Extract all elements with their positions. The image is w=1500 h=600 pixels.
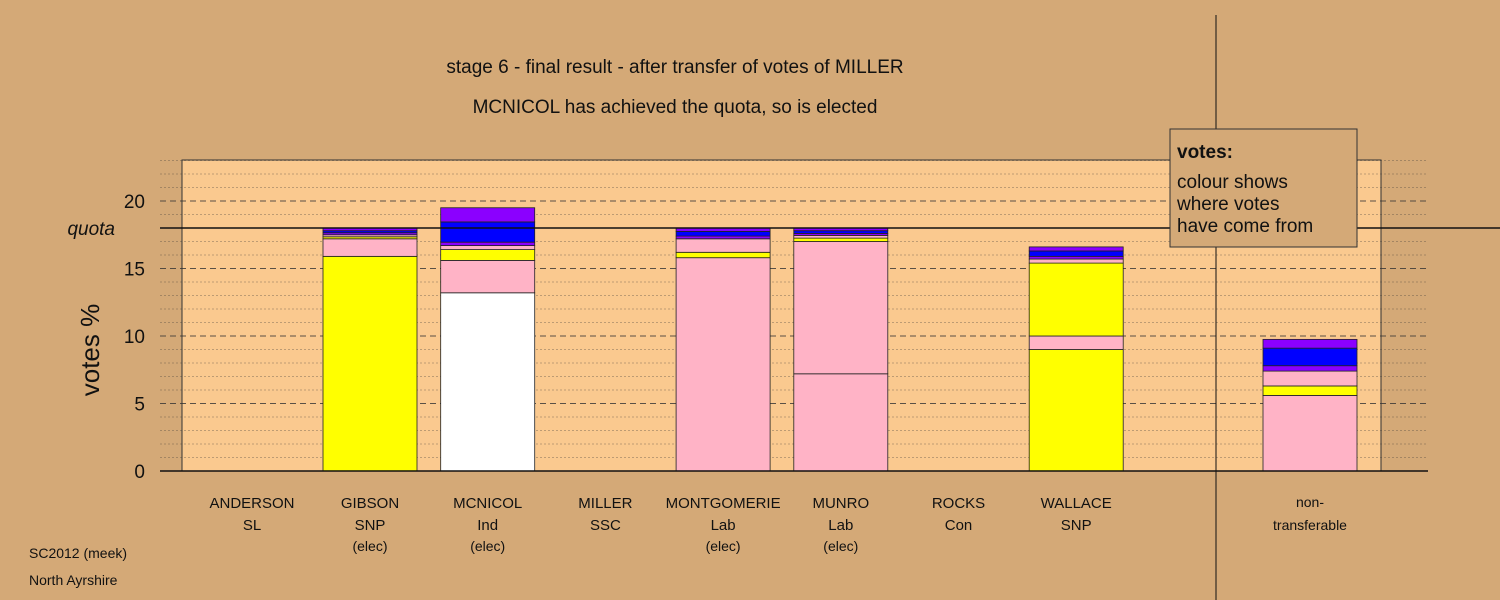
y-axis-ticks: 0 5 10 15 20: [124, 192, 145, 483]
bar-mcnicol-segment: [440, 292, 536, 472]
chart-subtitle: MCNICOL has achieved the quota, so is el…: [473, 97, 878, 118]
bar-wallace-segment: [1028, 262, 1124, 337]
bar-wallace-segment: [1028, 255, 1124, 260]
candidate-party-miller: SSC: [590, 517, 621, 534]
bars: [322, 207, 1358, 472]
bar-nontransferable-segment: [1262, 370, 1358, 387]
candidate-name-gibson: GIBSON: [341, 495, 399, 512]
bar-mcnicol-segment: [440, 207, 536, 223]
bar-mcnicol-segment: [440, 249, 536, 261]
bar-wallace-segment: [1028, 246, 1124, 252]
y-tick-label: 0: [134, 462, 145, 483]
bar-nontransferable-segment: [1262, 394, 1358, 472]
bar-gibson-segment: [322, 255, 418, 472]
candidate-name-anderson: ANDERSON: [209, 495, 294, 512]
bar-montgomerie-segment: [675, 238, 771, 253]
y-tick-label: 20: [124, 192, 145, 213]
bar-mcnicol-segment: [440, 245, 536, 251]
y-tick-label: 10: [124, 327, 145, 348]
bar-montgomerie-segment: [675, 235, 771, 240]
y-tick-label: 15: [124, 260, 145, 281]
bar-nontransferable-segment: [1262, 385, 1358, 396]
bar-wallace-segment: [1028, 349, 1124, 472]
candidate-party-wallace: SNP: [1061, 517, 1092, 534]
quota-label: quota: [67, 219, 115, 240]
candidate-status-montgomerie: (elec): [706, 538, 741, 554]
legend-line-3: have come from: [1177, 216, 1313, 237]
bar-wallace-segment: [1028, 335, 1124, 350]
legend-line-1: colour shows: [1177, 172, 1288, 193]
candidate-name-munro: MUNRO: [812, 495, 869, 512]
candidate-party-munro: Lab: [828, 517, 853, 534]
bar-nontransferable-segment: [1262, 365, 1358, 372]
bar-mcnicol-segment: [440, 241, 536, 246]
candidate-status-munro: (elec): [823, 538, 858, 554]
y-axis-label: votes %: [75, 304, 105, 397]
footer-area: North Ayrshire: [29, 572, 118, 588]
candidate-party-gibson: SNP: [355, 517, 386, 534]
candidate-name-miller: MILLER: [578, 495, 632, 512]
candidate-name-rocks: ROCKS: [932, 495, 985, 512]
bar-nontransferable-segment: [1262, 338, 1358, 349]
legend-title: votes:: [1177, 142, 1233, 163]
candidate-party-mcnicol: Ind: [477, 517, 498, 534]
bar-mcnicol-segment: [440, 259, 536, 294]
footer-method: SC2012 (meek): [29, 545, 127, 561]
candidate-party-montgomerie: Lab: [711, 517, 736, 534]
candidate-party-rocks: Con: [945, 517, 973, 534]
legend-box: votes: colour shows where votes have com…: [1169, 128, 1358, 248]
bar-montgomerie-segment: [675, 257, 771, 472]
bar-montgomerie-segment: [675, 251, 771, 259]
candidate-party-anderson: SL: [243, 517, 261, 534]
bar-montgomerie-segment: [675, 230, 771, 237]
bar-munro-segment: [793, 241, 889, 375]
chart-title: stage 6 - final result - after transfer …: [446, 57, 903, 78]
bar-munro-segment: [793, 235, 889, 239]
bar-wallace-segment: [1028, 258, 1124, 264]
candidate-labels: ANDERSON SL GIBSON SNP (elec) MCNICOL Ind (elec…: [209, 494, 1347, 554]
bar-munro-segment: [793, 373, 889, 472]
bar-mcnicol-segment: [440, 221, 536, 243]
bar-gibson-segment: [322, 238, 418, 257]
candidate-status-mcnicol: (elec): [470, 538, 505, 554]
candidate-status-gibson: (elec): [352, 538, 387, 554]
y-tick-label: 5: [134, 395, 145, 416]
bar-munro-segment: [793, 230, 889, 234]
bar-nontransferable-segment: [1262, 347, 1358, 367]
candidate-name-montgomerie: MONTGOMERIE: [666, 495, 781, 512]
candidate-name-wallace: WALLACE: [1041, 495, 1112, 512]
legend-line-2: where votes: [1176, 194, 1279, 215]
nontransferable-label-2: transferable: [1273, 517, 1347, 533]
bar-munro-segment: [793, 237, 889, 242]
bar-wallace-segment: [1028, 250, 1124, 257]
nontransferable-label-1: non-: [1296, 494, 1324, 510]
candidate-name-mcnicol: MCNICOL: [453, 495, 522, 512]
